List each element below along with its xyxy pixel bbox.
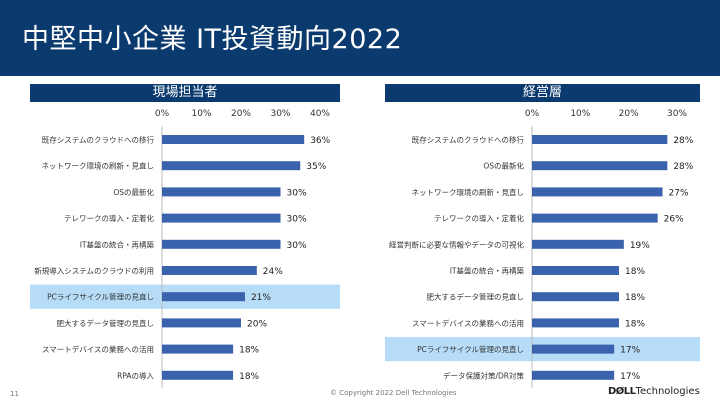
logo-suffix: Technologies (635, 386, 700, 397)
chart1-bar (532, 213, 658, 223)
chart1-category-label: データ保護対策/DR対策 (443, 370, 525, 380)
chart1-bar (532, 187, 663, 197)
chart0-category-label: IT基盤の統合・再構築 (80, 239, 155, 249)
chart0-category-label: PCライフサイクル管理の見直し (47, 292, 154, 302)
chart0-value-label: 30% (287, 188, 307, 198)
chart1-category-label: 既存システムのクラウドへの移行 (412, 135, 525, 145)
chart0-bar (162, 239, 281, 249)
chart1-bar (532, 318, 619, 328)
chart1-bar (532, 266, 619, 275)
chart0-value-label: 36% (310, 136, 330, 146)
chart0-tick-label: 0% (155, 109, 170, 119)
chart1-bar (532, 370, 615, 380)
chart1-value-label: 28% (673, 136, 693, 146)
chart0-tick-label: 10% (191, 109, 211, 119)
chart0-bar (162, 370, 234, 380)
chart0-tick-label: 20% (231, 109, 251, 119)
panel-header-executives: 経営層 (385, 84, 700, 102)
chart1-bar (532, 135, 668, 144)
chart0-value-label: 18% (239, 346, 259, 356)
chart0-value-label: 35% (306, 162, 326, 172)
chart0-bar (162, 135, 305, 144)
chart-field-staff: 0% 10% 20% 30% 40% 既存システムのクラウドへの移行 36% ネットワーク環境… (30, 109, 340, 389)
chart0-category-label: 既存システムのクラウドへの移行 (42, 135, 155, 145)
chart1-tick-label: 10% (570, 109, 590, 119)
chart0-bar (162, 344, 234, 354)
chart0-category-label: テレワークの導入・定着化 (64, 213, 154, 223)
copyright-text: © Copyright 2022 Dell Technologies (330, 389, 457, 397)
chart1-value-label: 18% (625, 267, 645, 277)
chart1-tick-label: 30% (667, 109, 687, 119)
chart-executives: 0% 10% 20% 30% 既存システムのクラウドへの移行 28% OSの最新化 28% ネッ… (385, 109, 700, 389)
chart0-bar (162, 318, 241, 328)
chart1-value-label: 18% (625, 293, 645, 303)
logo-brand: DØLL (608, 386, 636, 397)
chart0-bar (162, 266, 257, 275)
chart1-category-label: OSの最新化 (483, 161, 524, 171)
chart0-tick-label: 40% (310, 109, 330, 119)
chart1-value-label: 28% (673, 162, 693, 172)
chart0-category-label: ネットワーク環境の刷新・見直し (42, 161, 155, 171)
title-bar: 中堅中小企業 IT投資動向2022 (0, 0, 720, 76)
chart1-tick-label: 20% (619, 109, 639, 119)
page-number: 11 (10, 390, 19, 398)
chart1-value-label: 18% (625, 319, 645, 329)
chart1-category-label: ネットワーク環境の刷新・見直し (412, 187, 525, 197)
chart1-category-label: 経営判断に必要な情報やデータの可視化 (389, 239, 524, 249)
chart1-value-label: 27% (669, 188, 689, 198)
chart0-value-label: 20% (247, 319, 267, 329)
chart0-category-label: スマートデバイスの業務への活用 (42, 344, 154, 354)
chart1-category-label: 肥大するデータ管理の見直し (427, 292, 525, 302)
chart0-bar (162, 213, 281, 223)
chart1-category-label: スマートデバイスの業務への活用 (412, 318, 524, 328)
chart0-bar (162, 292, 245, 302)
chart1-category-label: IT基盤の統合・再構築 (450, 266, 525, 276)
chart1-tick-label: 0% (525, 109, 540, 119)
chart0-bar (162, 187, 281, 197)
chart0-category-label: RPAの導入 (117, 370, 154, 380)
chart0-category-label: OSの最新化 (113, 187, 154, 197)
chart1-bar (532, 344, 615, 354)
chart0-value-label: 21% (251, 293, 271, 303)
chart1-value-label: 17% (620, 372, 640, 382)
chart0-value-label: 24% (263, 267, 283, 277)
chart1-bar (532, 292, 619, 302)
dell-technologies-logo: DØLLTechnologies (608, 386, 700, 397)
page-title: 中堅中小企業 IT投資動向2022 (22, 24, 403, 55)
chart1-value-label: 26% (664, 215, 684, 225)
chart1-value-label: 17% (620, 346, 640, 356)
chart1-category-label: PCライフサイクル管理の見直し (417, 344, 524, 354)
chart1-bar (532, 161, 668, 171)
chart0-bar (162, 161, 301, 171)
panel-header-field-staff: 現場担当者 (30, 84, 340, 102)
chart1-category-label: テレワークの導入・定着化 (434, 213, 524, 223)
chart0-value-label: 30% (287, 241, 307, 251)
chart0-value-label: 30% (287, 215, 307, 225)
chart0-category-label: 新規導入システムのクラウドの利用 (34, 266, 154, 276)
chart0-tick-label: 30% (270, 109, 290, 119)
chart0-category-label: 肥大するデータ管理の見直し (57, 318, 155, 328)
chart0-value-label: 18% (239, 372, 259, 382)
chart1-bar (532, 239, 624, 249)
chart1-value-label: 19% (630, 241, 650, 251)
